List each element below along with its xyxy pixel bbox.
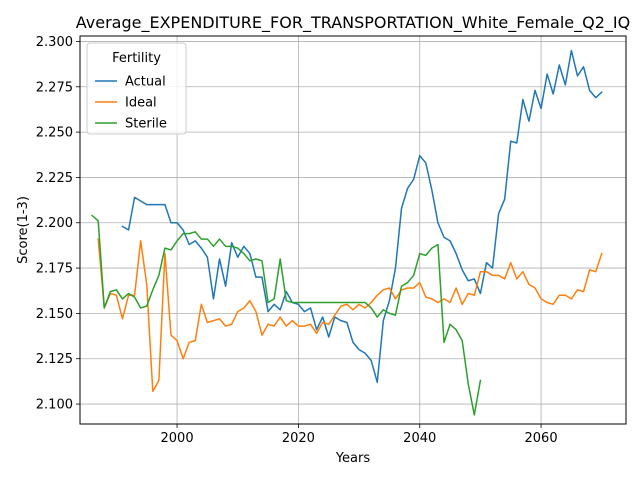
legend-label-ideal: Ideal xyxy=(125,96,157,111)
y-tick-label: 2.125 xyxy=(36,352,73,367)
plot-area-frame xyxy=(79,35,627,425)
y-tick-label: 2.175 xyxy=(36,262,73,277)
y-tick-label: 2.275 xyxy=(36,80,73,95)
legend-box xyxy=(86,42,187,135)
axis-ticks: 2000 2020 2040 2060 2.100 2.125 2.150 2.175 2.20… xyxy=(36,35,558,446)
x-tick-label: 2040 xyxy=(403,431,436,446)
legend-items: Actual Ideal Sterile xyxy=(95,75,167,132)
series-line-actual xyxy=(121,49,603,384)
y-tick-label: 2.300 xyxy=(36,35,73,50)
y-axis-label: Score(1-3) xyxy=(16,196,31,264)
x-tick-label: 2060 xyxy=(525,431,558,446)
x-tick-label: 2020 xyxy=(282,431,315,446)
legend-label-sterile: Sterile xyxy=(125,117,167,132)
legend: Fertility Actual Ideal Sterile xyxy=(86,42,187,135)
x-tick-label: 2000 xyxy=(161,431,194,446)
series-line-ideal xyxy=(97,238,603,393)
y-tick-label: 2.250 xyxy=(36,126,73,141)
data-series xyxy=(91,49,603,416)
y-tick-label: 2.200 xyxy=(36,216,73,231)
legend-title: Fertility xyxy=(112,51,161,66)
x-axis-label: Years xyxy=(335,451,371,466)
legend-label-actual: Actual xyxy=(125,75,166,90)
y-tick-label: 2.225 xyxy=(36,171,73,186)
series-line-sterile xyxy=(91,214,482,416)
y-tick-label: 2.100 xyxy=(36,398,73,413)
chart-title: Average_EXPENDITURE_FOR_TRANSPORTATION_W… xyxy=(76,13,630,33)
y-tick-label: 2.150 xyxy=(36,307,73,322)
